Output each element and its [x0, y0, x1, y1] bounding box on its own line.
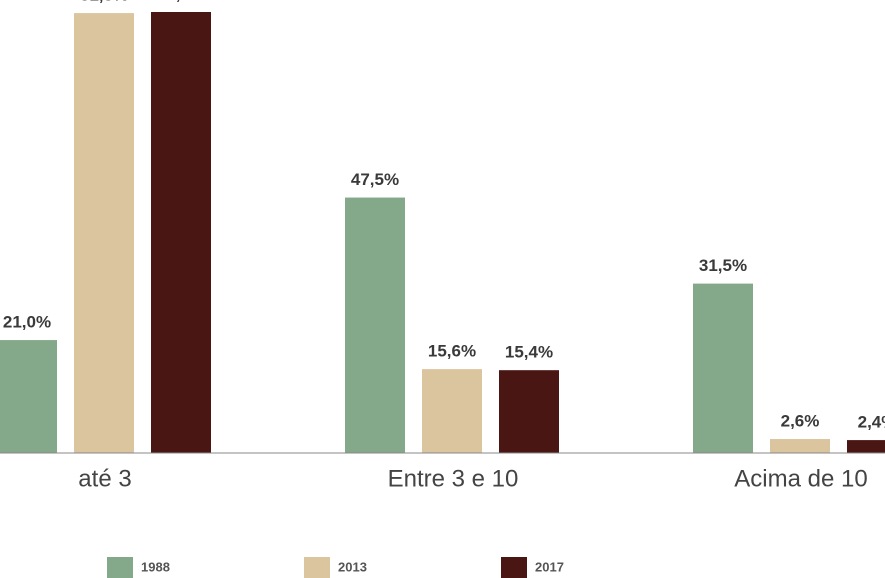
value-label: 15,6%: [428, 342, 476, 361]
bar: [422, 369, 482, 453]
legend-label: 2013: [338, 559, 367, 574]
bar: [74, 13, 134, 453]
bar: [0, 340, 57, 453]
bar: [770, 439, 830, 453]
legend-label: 2017: [535, 559, 564, 574]
value-label: 21,0%: [3, 313, 51, 332]
value-label: 47,5%: [351, 170, 399, 189]
legend-label: 1988: [141, 559, 170, 574]
x-tick-label: até 3: [78, 465, 131, 492]
value-label: 2,4%: [858, 413, 885, 432]
value-label: 15,4%: [505, 343, 553, 362]
value-label: 2,6%: [781, 412, 820, 431]
value-label: 81,8%: [80, 0, 128, 5]
bar: [499, 370, 559, 453]
legend-swatch: [304, 557, 330, 578]
value-label: 31,5%: [699, 256, 747, 275]
legend-swatch: [501, 557, 527, 578]
bar: [151, 12, 211, 453]
x-tick-label: Entre 3 e 10: [388, 465, 519, 492]
value-label: 82,0%: [157, 0, 205, 3]
bar: [693, 283, 753, 453]
x-tick-label: Acima de 10: [734, 465, 867, 492]
legend-swatch: [107, 557, 133, 578]
bar: [847, 440, 885, 453]
bar: [345, 197, 405, 453]
